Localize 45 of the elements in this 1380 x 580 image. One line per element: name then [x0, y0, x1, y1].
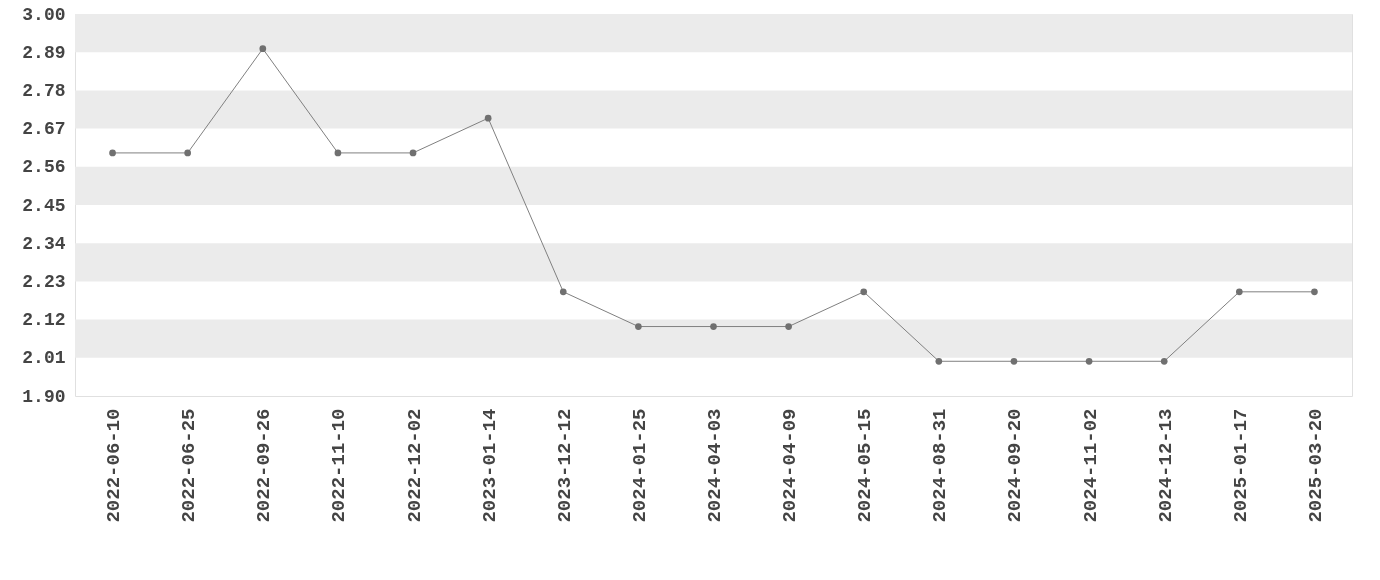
point [184, 149, 192, 157]
point [1311, 288, 1318, 296]
y-tick-label: 2.23 [22, 271, 66, 292]
x-tick-label: 2024-09-20 [1004, 408, 1027, 523]
point [785, 323, 792, 330]
point [1235, 288, 1243, 296]
x-tick-label: 2022-06-10 [103, 408, 126, 523]
point [860, 288, 868, 296]
x-tick-label: 2024-08-31 [929, 408, 952, 523]
point [1085, 357, 1093, 365]
y-tick-label: 2.89 [22, 42, 66, 63]
y-tick-label: 2.01 [22, 348, 66, 369]
point [334, 149, 342, 157]
x-tick-label: 2023-01-14 [478, 408, 501, 523]
x-tick-label: 2024-04-09 [779, 408, 802, 523]
x-tick-label: 2024-04-03 [704, 408, 726, 523]
y-tick-label: 3.00 [22, 4, 66, 25]
point [109, 149, 116, 157]
x-tick-label: 2023-12-12 [553, 408, 576, 523]
x-tick-label: 2022-09-26 [253, 408, 276, 523]
x-tick-label: 2024-01-25 [628, 408, 651, 523]
point [409, 149, 417, 157]
x-tick-label: 2024-12-13 [1154, 408, 1177, 523]
y-tick-label: 2.12 [22, 310, 66, 331]
point [484, 114, 492, 122]
y-tick-label: 2.45 [22, 195, 66, 216]
point [559, 288, 567, 296]
x-tick-label: 2024-05-15 [854, 408, 877, 523]
x-tick-label: 2022-11-10 [328, 408, 351, 523]
point [1010, 357, 1018, 365]
point [935, 357, 943, 365]
x-tick-label: 2024-11-02 [1079, 408, 1102, 523]
point [259, 45, 267, 53]
x-tick-label: 2025-03-20 [1304, 408, 1327, 523]
point [635, 323, 642, 330]
y-tick-label: 2.67 [22, 119, 66, 140]
y-tick-label: 1.90 [22, 386, 66, 407]
x-tick-label: 2022-06-25 [178, 408, 201, 523]
point [1160, 357, 1168, 365]
x-tick-label: 2022-12-02 [403, 408, 426, 523]
point [710, 323, 717, 330]
y-tick-label: 2.56 [22, 157, 66, 178]
y-tick-label: 2.34 [22, 233, 66, 254]
y-tick-label: 2.78 [22, 80, 66, 101]
x-tick-label: 2025-01-17 [1229, 408, 1252, 523]
